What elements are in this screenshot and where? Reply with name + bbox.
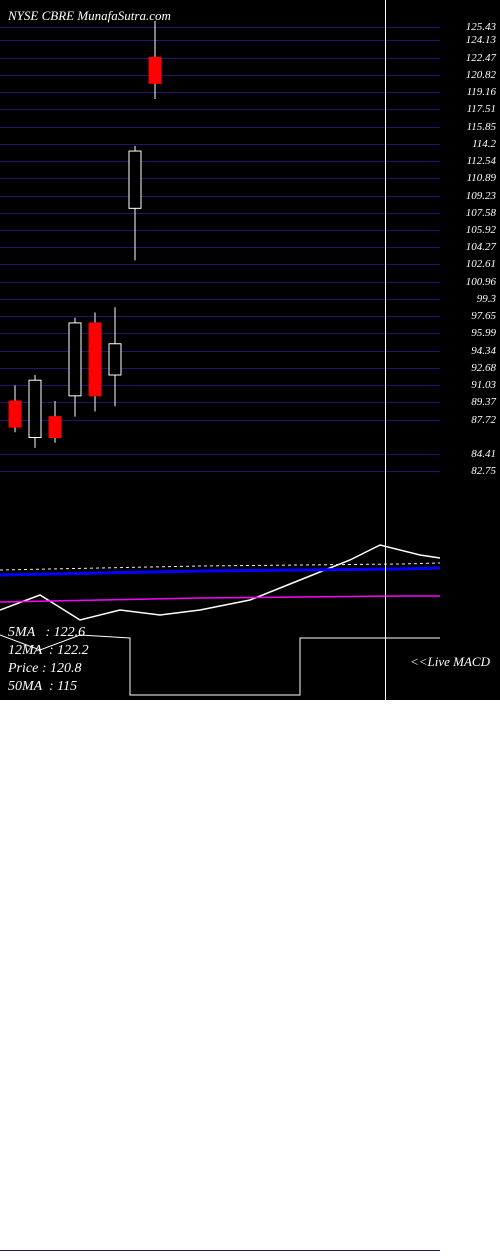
grid-line [0,1250,440,1251]
macd-label: <<Live MACD [410,654,490,670]
candle-body [69,323,81,396]
candle-body [129,151,141,208]
candle-body [29,380,41,437]
candle-body [9,401,21,427]
candle-body [149,57,161,83]
candle-body [49,417,61,438]
indicator-line [0,545,440,620]
candle-body [109,344,121,375]
candle-body [89,323,101,396]
chart-container: NYSE CBRE MunafaSutra.com 125.43124.1312… [0,0,500,700]
cursor-line [385,0,386,700]
info-row: 5MA : 122.6 [8,624,492,642]
price-label: 8 [491,1244,497,1256]
indicator-line [0,596,440,602]
chart-title: NYSE CBRE MunafaSutra.com [8,8,171,24]
info-row: 50MA : 115 [8,678,492,696]
